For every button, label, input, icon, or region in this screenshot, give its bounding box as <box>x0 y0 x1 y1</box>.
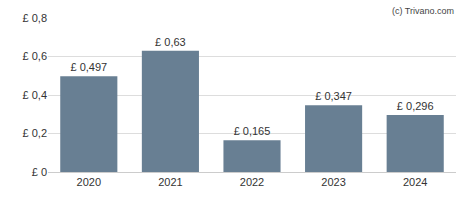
svg-text:2021: 2021 <box>158 176 182 188</box>
svg-text:£ 0: £ 0 <box>32 166 47 178</box>
svg-text:2024: 2024 <box>403 176 427 188</box>
svg-text:£ 0,4: £ 0,4 <box>23 89 47 101</box>
svg-text:£ 0,8: £ 0,8 <box>23 12 47 24</box>
svg-text:2022: 2022 <box>240 176 264 188</box>
svg-text:£ 0,165: £ 0,165 <box>234 125 271 137</box>
svg-text:£ 0,6: £ 0,6 <box>23 50 47 62</box>
svg-text:£ 0,63: £ 0,63 <box>155 36 186 48</box>
svg-text:£ 0,296: £ 0,296 <box>397 100 434 112</box>
svg-text:£ 0,497: £ 0,497 <box>70 61 107 73</box>
svg-text:2023: 2023 <box>321 176 345 188</box>
svg-text:£ 0,347: £ 0,347 <box>315 90 352 102</box>
svg-text:(c) Trivano.com: (c) Trivano.com <box>392 6 454 16</box>
svg-text:2020: 2020 <box>77 176 101 188</box>
svg-text:£ 0,2: £ 0,2 <box>23 127 47 139</box>
